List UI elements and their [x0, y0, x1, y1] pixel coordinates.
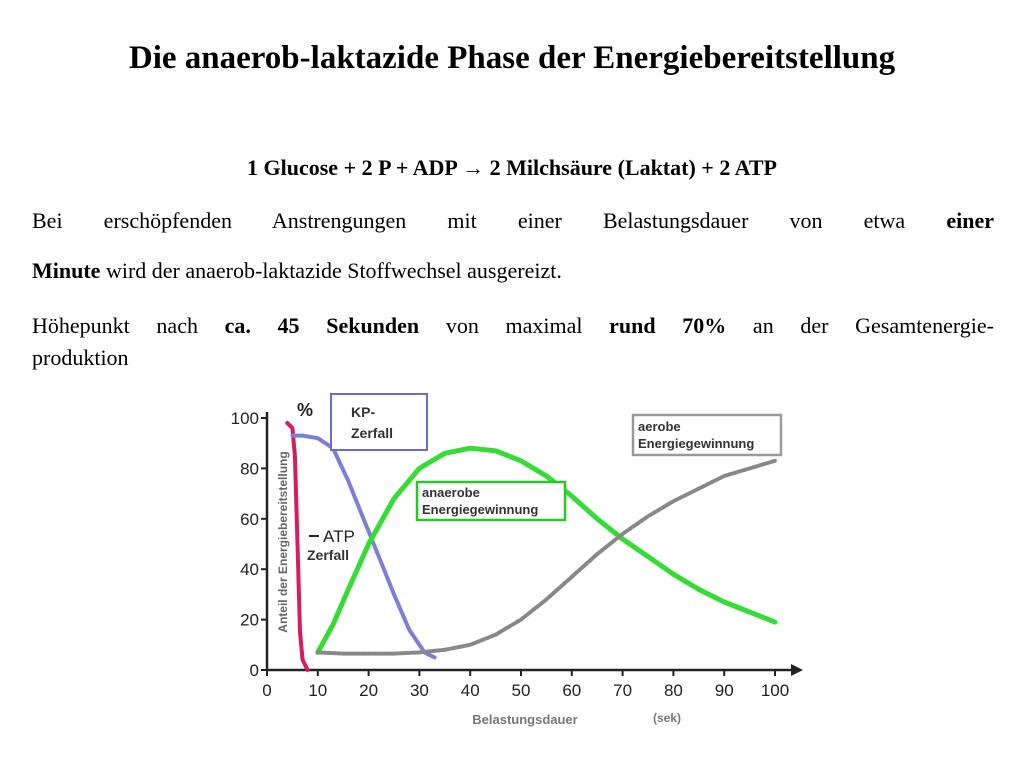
x-tick-label: 50	[512, 681, 531, 700]
para2-text-4: produktion	[32, 345, 129, 370]
y-tick-label: 60	[240, 510, 259, 529]
y-tick-label: 40	[240, 560, 259, 579]
aerob-label-line1: aerobe	[638, 419, 681, 434]
anaerob-label-box	[415, 480, 567, 522]
para2-bold-1: ca. 45 Sekunden	[224, 313, 420, 338]
x-tick-label: 80	[664, 681, 683, 700]
para2-text-2: von maximal	[419, 313, 610, 338]
x-axis-label: Belastungsdauer	[472, 712, 577, 727]
anaerob-label-line1: anaerobe	[422, 485, 480, 500]
y-tick-label: 20	[240, 611, 259, 630]
x-tick-label: 90	[715, 681, 734, 700]
y-axis-unit: %	[297, 400, 313, 420]
slide-title: Die anaerob-laktazide Phase der Energieb…	[128, 40, 896, 76]
energy-chart: 0 20 40 60 80 100 0 10 20 30 40 50 60 70 80 90 100 Belas…	[225, 390, 805, 735]
x-tick-label: 20	[359, 681, 378, 700]
x-axis-arrow	[791, 664, 803, 676]
para2-text-1: Höhepunkt nach	[32, 313, 225, 338]
reaction-formula: 1 Glucose + 2 P + ADP → 2 Milchsäure (La…	[247, 155, 777, 180]
kp-label-box	[330, 393, 428, 451]
x-tick-label: 30	[410, 681, 429, 700]
x-tick-label: 70	[613, 681, 632, 700]
para1-bold-1: einer	[946, 208, 994, 233]
y-tick-label: 100	[231, 409, 259, 428]
chart-axes: 0 20 40 60 80 100 0 10 20 30 40 50 60 70 80 90 100	[231, 409, 803, 700]
x-axis-unit: (sek)	[653, 711, 681, 725]
atp-label-line2: Zerfall	[307, 547, 349, 563]
y-tick-label: 80	[240, 459, 259, 478]
x-tick-label: 0	[262, 681, 271, 700]
para1-bold-2: Minute	[32, 258, 101, 283]
series-line-kp	[290, 433, 437, 660]
energy-chart-svg: 0 20 40 60 80 100 0 10 20 30 40 50 60 70 80 90 100 Belas…	[231, 393, 803, 727]
x-tick-label: 100	[761, 681, 789, 700]
series-line-atp	[285, 421, 310, 672]
para1-text-1: Bei erschöpfenden Anstrengungen mit eine…	[32, 208, 947, 233]
kp-label-line1: KP-	[351, 404, 375, 420]
series-line-anaerob	[315, 445, 778, 655]
y-axis-label: Anteil der Energiebereitstellung	[276, 451, 290, 632]
x-tick-label: 10	[308, 681, 327, 700]
x-tick-label: 40	[461, 681, 480, 700]
para2-text-3: an der Gesamtenergie-	[726, 313, 994, 338]
x-tick-label: 60	[562, 681, 581, 700]
aerob-label-box	[631, 413, 783, 457]
chart-labels: Belastungsdauer (sek) Anteil der Energiebe…	[276, 393, 783, 727]
chart-curves	[285, 421, 778, 672]
anaerob-label-line2: Energiegewinnung	[422, 502, 538, 517]
y-tick-label: 0	[250, 661, 259, 680]
paragraph-peak: Höhepunkt nach ca. 45 Sekunden von maxim…	[32, 310, 994, 374]
series-line-aerob	[315, 458, 777, 656]
paragraph-duration: Bei erschöpfenden Anstrengungen mit eine…	[32, 196, 994, 296]
atp-label-line1: ATP	[323, 527, 355, 546]
kp-label-line2: Zerfall	[351, 425, 393, 441]
para2-bold-2: rund 70%	[609, 313, 727, 338]
para1-text-2: wird der anaerob-laktazide Stoffwechsel …	[100, 258, 562, 283]
aerob-label-line2: Energiegewinnung	[638, 436, 754, 451]
